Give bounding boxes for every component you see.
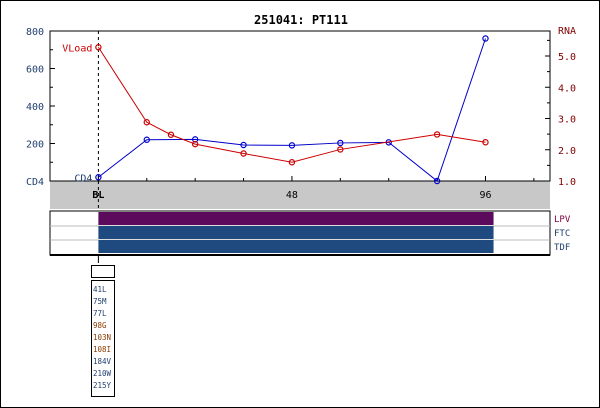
- data-point-vload: [482, 139, 489, 146]
- drug-label-lpv: LPV: [554, 215, 571, 225]
- right-tick-label: 5.0: [558, 52, 576, 63]
- drug-bar-ftc: [98, 226, 494, 239]
- x-tick-label: 96: [479, 190, 491, 201]
- right-axis-label: RNA: [558, 26, 576, 37]
- data-point-vload: [288, 159, 296, 166]
- data-point-vload: [191, 140, 199, 148]
- right-tick-label: 4.0: [558, 83, 576, 94]
- mutation-item: 215Y: [93, 381, 112, 390]
- mutation-item: 108I: [93, 345, 112, 354]
- drug-bar-lpv: [98, 212, 494, 225]
- left-tick-label: 600: [26, 65, 44, 76]
- plot-frame: [49, 30, 551, 182]
- mutation-item: 210W: [93, 369, 112, 378]
- data-point-cd4: [288, 142, 296, 149]
- data-point-vload: [337, 146, 344, 153]
- x-tick-label: 48: [286, 190, 298, 201]
- data-point-cd4: [433, 177, 441, 185]
- left-tick-label: 200: [26, 140, 44, 151]
- mutation-box-header: [91, 265, 115, 278]
- mutation-item: 98G: [93, 321, 107, 330]
- mutation-list: 41L 75M 77L 98G 103N 108I 184V 210W 215Y: [91, 280, 115, 397]
- data-point-cd4: [337, 139, 344, 147]
- right-tick-label: 1.0: [558, 177, 576, 188]
- series-line-vload: [97, 46, 486, 163]
- mutation-item: 77L: [93, 309, 107, 318]
- data-point-vload: [95, 44, 102, 51]
- data-point-vload: [240, 150, 247, 157]
- right-tick-label: 3.0: [558, 115, 576, 126]
- right-tick-label: 2.0: [558, 146, 576, 157]
- data-point-cd4: [95, 174, 102, 181]
- series-label-cd4: CD4: [74, 173, 92, 184]
- data-point-cd4: [482, 35, 489, 42]
- chart-svg: 251041: PT111 800 600 400 200 CD4 5.0 4.0 3.0 2.…: [26, 13, 576, 263]
- drug-timeline: LPV FTC TDF: [49, 210, 571, 263]
- mutation-item: 75M: [93, 297, 107, 306]
- data-point-vload: [167, 131, 175, 138]
- series-label-vload: VLoad: [62, 43, 92, 54]
- mutation-item: 184V: [93, 357, 112, 366]
- data-point-cd4: [143, 136, 150, 143]
- data-point-vload: [143, 119, 150, 126]
- drug-label-ftc: FTC: [554, 229, 570, 239]
- left-tick-label: 400: [26, 102, 44, 113]
- x-axis-band: [50, 181, 550, 209]
- mutation-item: 41L: [93, 285, 107, 294]
- left-tick-label: CD4: [26, 177, 44, 188]
- series-line-cd4: [98, 38, 486, 182]
- data-point-vload: [433, 131, 441, 138]
- left-tick-label: 800: [26, 27, 44, 38]
- mutation-item: 103N: [93, 333, 112, 342]
- data-point-cd4: [240, 141, 247, 149]
- drug-bar-tdf: [98, 240, 494, 253]
- drug-label-tdf: TDF: [554, 243, 570, 253]
- chart-title: 251041: PT111: [254, 13, 348, 27]
